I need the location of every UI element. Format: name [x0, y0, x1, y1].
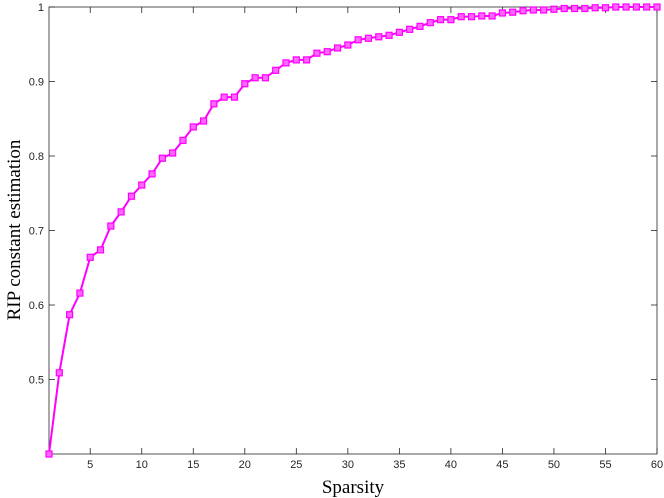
- y-tick-label: 0.9: [29, 77, 44, 89]
- x-tick-label: 60: [651, 459, 663, 471]
- marker: [447, 16, 455, 24]
- marker: [179, 136, 187, 144]
- x-tick-label: 50: [548, 459, 560, 471]
- marker: [158, 154, 166, 162]
- marker: [385, 31, 393, 39]
- marker: [488, 12, 496, 20]
- marker: [344, 41, 352, 49]
- marker: [416, 22, 424, 30]
- marker: [230, 93, 239, 101]
- marker: [138, 181, 146, 189]
- marker: [261, 74, 270, 82]
- x-tick-label: 40: [445, 459, 457, 471]
- marker: [426, 19, 434, 27]
- marker: [550, 5, 558, 13]
- marker: [406, 25, 414, 33]
- marker: [199, 117, 208, 125]
- y-tick-label: 0.7: [29, 226, 44, 238]
- marker: [540, 6, 548, 14]
- y-tick-label: 0.8: [29, 151, 44, 163]
- x-tick-label: 25: [290, 459, 302, 471]
- x-tick-label: 45: [496, 459, 508, 471]
- series-line: [48, 6, 657, 455]
- marker: [478, 12, 486, 20]
- marker: [354, 36, 362, 44]
- marker: [303, 56, 311, 64]
- marker: [117, 208, 125, 216]
- marker: [375, 33, 383, 41]
- marker: [643, 3, 651, 11]
- marker: [323, 48, 331, 56]
- marker: [272, 66, 280, 74]
- y-tick-label: 0.6: [29, 300, 44, 312]
- marker: [612, 3, 620, 11]
- x-tick-label: 55: [599, 459, 611, 471]
- marker: [653, 3, 661, 11]
- marker: [292, 56, 300, 64]
- marker: [55, 369, 63, 377]
- marker: [333, 44, 342, 52]
- x-tick-label: 35: [393, 459, 405, 471]
- marker: [45, 450, 53, 458]
- marker: [601, 4, 610, 12]
- marker: [127, 192, 136, 200]
- marker: [519, 7, 527, 15]
- marker: [498, 9, 507, 17]
- marker: [241, 80, 249, 88]
- y-tick-label: 1: [38, 2, 44, 14]
- marker: [169, 149, 177, 157]
- marker: [581, 4, 589, 13]
- marker: [86, 253, 94, 261]
- marker: [570, 4, 579, 13]
- marker: [148, 170, 156, 178]
- marker: [251, 74, 259, 82]
- marker: [457, 13, 465, 21]
- marker: [313, 49, 321, 57]
- marker: [509, 8, 517, 16]
- marker: [560, 4, 568, 13]
- plot-area: [48, 6, 658, 455]
- marker: [220, 93, 228, 101]
- y-tick-label: 0.5: [29, 375, 44, 387]
- marker: [210, 100, 218, 108]
- marker: [282, 59, 290, 67]
- marker: [96, 246, 105, 254]
- marker: [436, 16, 445, 24]
- marker: [529, 6, 537, 14]
- marker: [364, 34, 373, 42]
- marker: [622, 3, 630, 11]
- x-tick-label: 5: [87, 459, 93, 471]
- marker: [632, 3, 640, 11]
- marker: [395, 28, 403, 36]
- marker: [591, 4, 599, 12]
- y-axis-label: RIP constant estimation: [4, 139, 25, 320]
- x-tick-label: 15: [187, 459, 199, 471]
- x-tick-label: 30: [342, 459, 354, 471]
- x-axis-label: Sparsity: [322, 477, 385, 498]
- marker: [66, 311, 74, 319]
- marker: [467, 13, 476, 21]
- x-tick-label: 20: [239, 459, 251, 471]
- marker: [107, 222, 115, 230]
- x-tick-label: 10: [136, 459, 148, 471]
- marker: [76, 289, 84, 297]
- marker: [189, 123, 197, 131]
